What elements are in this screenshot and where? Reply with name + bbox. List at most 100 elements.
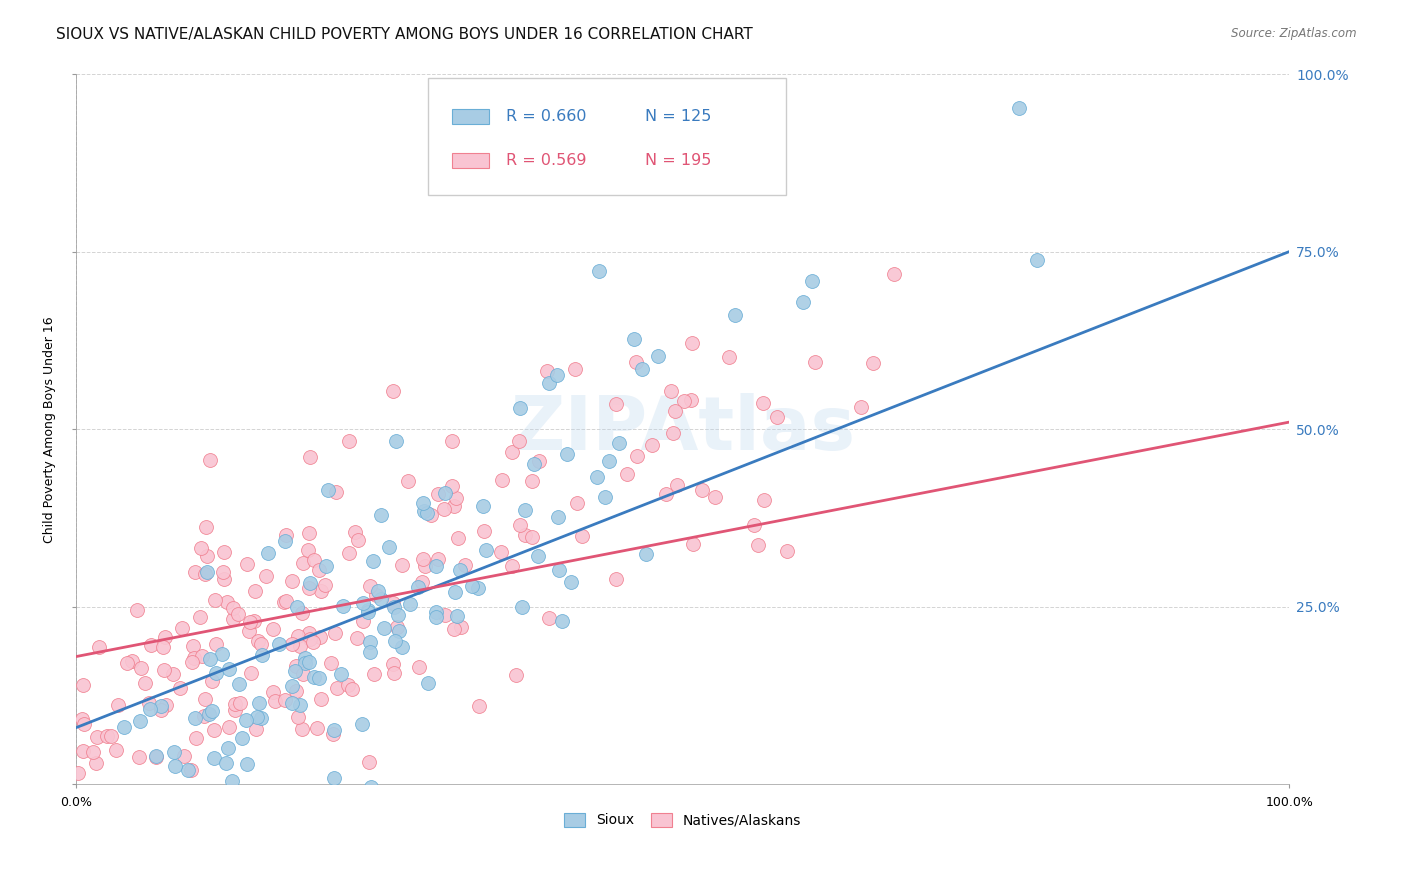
Point — [330, 667, 353, 681]
Point — [461, 579, 484, 593]
Point — [557, 447, 579, 461]
Point — [449, 564, 471, 578]
Point — [412, 552, 434, 566]
Point — [792, 294, 814, 309]
Point — [194, 692, 217, 706]
Point — [145, 789, 167, 803]
Point — [201, 704, 224, 718]
Point — [87, 640, 110, 654]
Point — [662, 425, 685, 440]
Point — [475, 542, 498, 557]
Point — [250, 637, 273, 651]
Point — [754, 493, 776, 508]
Point — [655, 487, 678, 501]
Point — [291, 556, 314, 570]
Point — [337, 434, 360, 449]
Point — [309, 630, 332, 644]
Text: Source: ZipAtlas.com: Source: ZipAtlas.com — [1232, 27, 1357, 40]
Point — [598, 453, 620, 467]
Point — [357, 603, 380, 617]
Point — [201, 790, 224, 805]
Point — [273, 595, 295, 609]
Point — [564, 362, 586, 376]
Point — [294, 656, 316, 670]
Point — [425, 605, 447, 619]
Point — [471, 499, 494, 513]
Point — [491, 473, 513, 487]
Point — [346, 631, 368, 645]
Point — [128, 750, 150, 764]
Text: N = 195: N = 195 — [645, 153, 711, 168]
Point — [204, 637, 226, 651]
Point — [162, 667, 184, 681]
Point — [136, 797, 159, 812]
Point — [214, 756, 236, 771]
Point — [195, 549, 218, 564]
Text: R = 0.660: R = 0.660 — [506, 109, 586, 124]
Point — [205, 666, 228, 681]
Point — [84, 756, 107, 770]
Point — [131, 805, 153, 820]
Point — [373, 621, 395, 635]
Point — [537, 611, 560, 625]
Point — [100, 729, 122, 743]
Point — [212, 545, 235, 559]
Point — [682, 537, 704, 551]
Point — [526, 549, 548, 563]
Point — [387, 608, 409, 623]
Point — [318, 483, 340, 497]
Point — [800, 274, 823, 288]
Point — [560, 575, 582, 590]
Point — [222, 612, 245, 626]
Point — [803, 355, 825, 369]
Point — [571, 529, 593, 543]
Point — [183, 639, 205, 653]
Point — [501, 445, 523, 459]
Point — [363, 667, 385, 681]
Point — [536, 364, 558, 378]
FancyBboxPatch shape — [453, 153, 489, 169]
Point — [585, 469, 607, 483]
Point — [391, 558, 413, 572]
Point — [257, 546, 280, 560]
Point — [104, 743, 127, 757]
Point — [681, 392, 703, 407]
Point — [280, 679, 302, 693]
Point — [441, 434, 464, 449]
Point — [747, 538, 769, 552]
Point — [267, 637, 290, 651]
Point — [382, 657, 405, 671]
Point — [322, 727, 344, 741]
Point — [201, 674, 224, 689]
Point — [382, 665, 405, 680]
Point — [527, 454, 550, 468]
Point — [546, 368, 568, 382]
Point — [396, 475, 419, 489]
Point — [547, 510, 569, 524]
Point — [181, 655, 204, 669]
Point — [292, 667, 315, 681]
Point — [166, 810, 188, 824]
Point — [134, 676, 156, 690]
Point — [515, 503, 537, 517]
Point — [172, 621, 194, 635]
Point — [145, 748, 167, 763]
Point — [508, 434, 530, 449]
Point — [388, 624, 411, 639]
Point — [605, 572, 627, 586]
Text: ZIPAtlas: ZIPAtlas — [510, 392, 855, 466]
Point — [425, 559, 447, 574]
Point — [370, 592, 392, 607]
Point — [197, 565, 219, 579]
Point — [247, 696, 270, 710]
Point — [742, 518, 765, 533]
Point — [121, 654, 143, 668]
Point — [605, 396, 627, 410]
Point — [381, 596, 404, 610]
Point — [626, 449, 648, 463]
Point — [513, 527, 536, 541]
Point — [184, 711, 207, 725]
Point — [501, 559, 523, 574]
Point — [298, 525, 321, 540]
Point — [281, 637, 304, 651]
